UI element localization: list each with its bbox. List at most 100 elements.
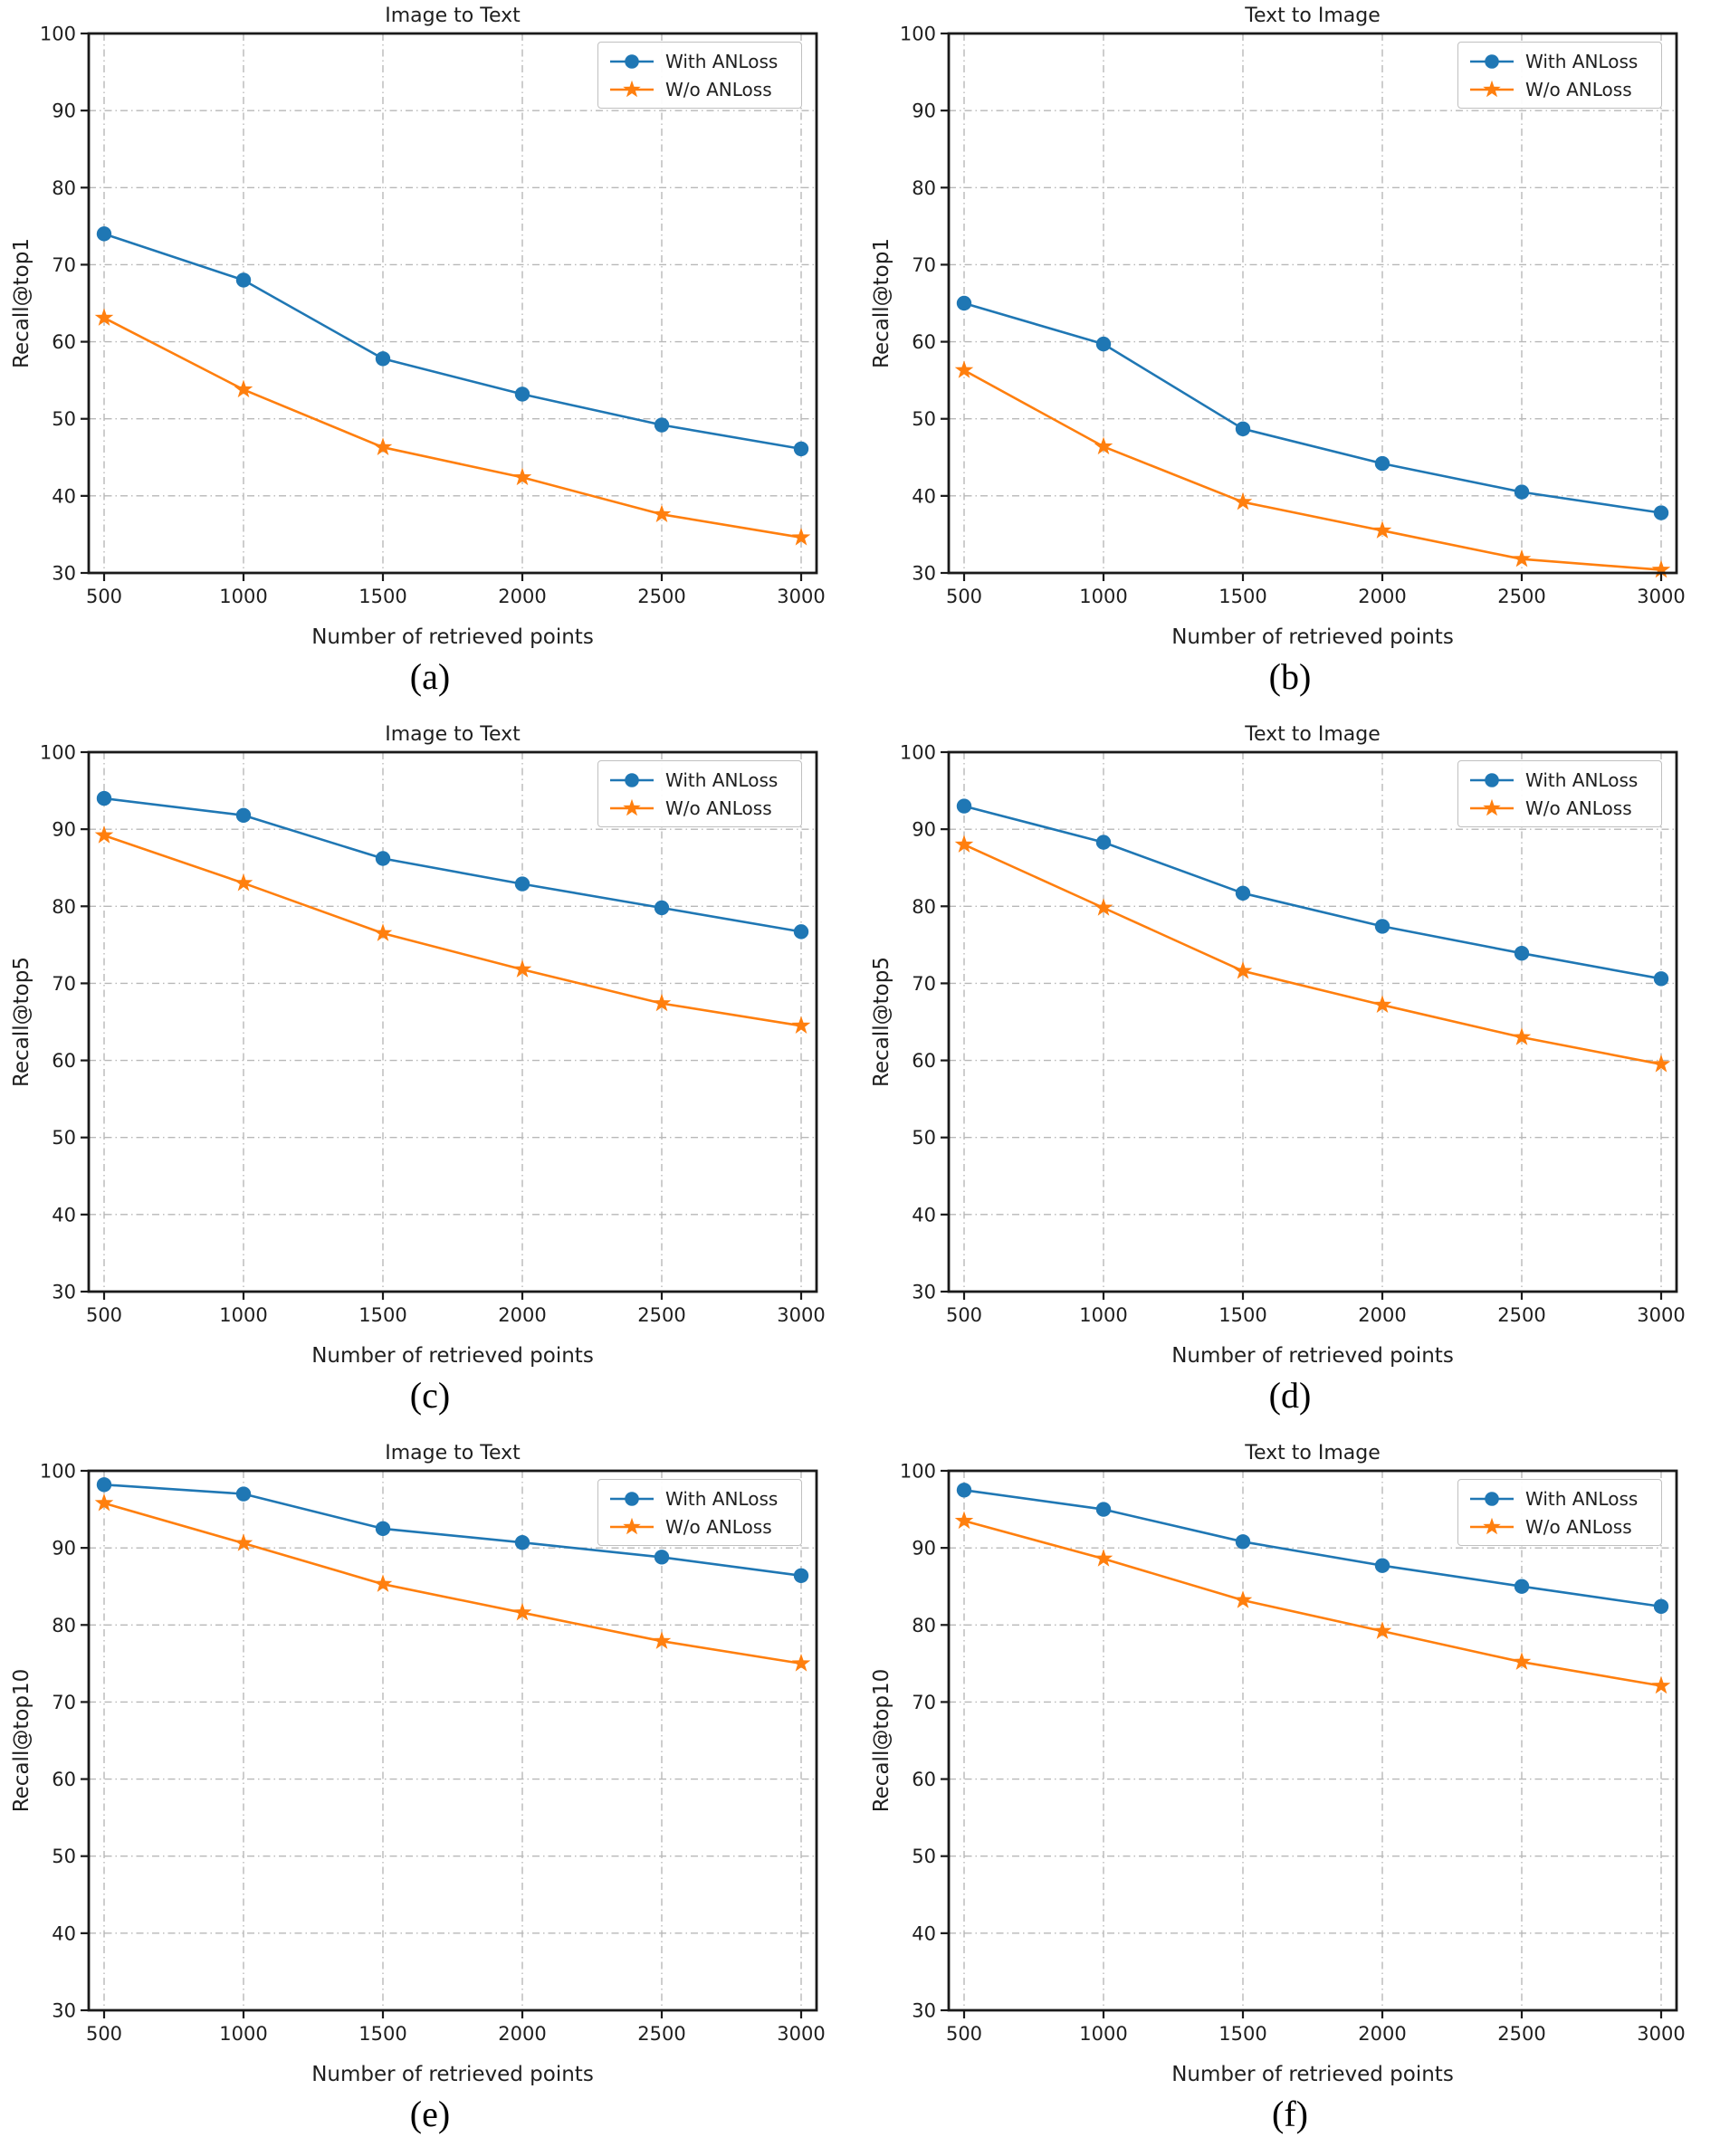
data-point-marker [1233, 491, 1253, 510]
gridlines [89, 1470, 817, 2011]
legend-label: With ANLoss [1525, 1487, 1639, 1510]
y-tick-label: 80 [912, 896, 936, 918]
legend-item-with-anloss: With ANLoss [607, 766, 792, 794]
series-star [94, 308, 811, 546]
data-point-marker [954, 1511, 974, 1530]
data-point-marker [1653, 1598, 1669, 1615]
data-point-marker [791, 528, 811, 546]
axis-ticks [81, 1469, 803, 2018]
circle-icon [610, 1491, 654, 1506]
data-point-marker [623, 1517, 641, 1534]
data-point-marker [956, 798, 972, 814]
series-line [963, 805, 1662, 980]
y-tick-label: 90 [52, 100, 76, 122]
data-point-marker [793, 441, 809, 457]
y-tick-label: 40 [52, 485, 76, 507]
plot-spines [947, 750, 1678, 1293]
chart-title: Text to Image [1245, 1442, 1381, 1464]
gridlines [949, 1470, 1677, 2011]
series-line [963, 301, 1662, 514]
legend-item-with-anloss: With ANLoss [1467, 1484, 1652, 1512]
y-tick-label: 90 [52, 1538, 76, 1560]
x-tick-label: 1500 [1218, 1304, 1266, 1326]
data-point-marker [956, 1483, 972, 1498]
y-tick-label: 30 [52, 563, 76, 585]
series-circle [956, 295, 1669, 520]
gridlines [89, 33, 817, 574]
axis-ticks [941, 750, 1663, 1300]
x-tick-label: 2000 [498, 1304, 546, 1326]
data-point-marker [96, 1477, 112, 1493]
data-point-marker [1374, 1558, 1390, 1573]
plot-spines [87, 750, 818, 1293]
data-point-marker [1653, 971, 1669, 987]
x-tick-label: 2500 [1497, 2023, 1545, 2045]
data-point-marker [1483, 1517, 1501, 1534]
data-point-marker [654, 1550, 670, 1565]
legend-label: With ANLoss [1525, 50, 1639, 72]
y-axis-label: Recall@top1 [10, 238, 33, 368]
y-axis-label: Recall@top5 [10, 957, 33, 1087]
y-tick-label: 50 [52, 1127, 76, 1149]
data-point-marker [373, 1574, 393, 1592]
tick-labels: 500 1000 1500 2000 2500 3000 30 40 50 60 70 80 90 100 [40, 1461, 826, 2046]
tick-labels: 500 1000 1500 2000 2500 3000 30 40 50 60 70 80 90 100 [40, 24, 826, 608]
subplot-d: 500 1000 1500 2000 2500 3000 30 40 50 60 70 80 90 100… [860, 719, 1720, 1437]
legend-item-wo-anloss: W/o ANLoss [607, 794, 792, 822]
y-tick-label: 40 [912, 1922, 936, 1944]
plot-area-c: 500 1000 1500 2000 2500 3000 30 40 50 60 70 80 90 100 [40, 742, 826, 1327]
x-tick-label: 1000 [219, 1304, 267, 1326]
data-point-marker [1095, 336, 1112, 352]
data-point-marker [654, 417, 670, 433]
data-point-marker [514, 1534, 530, 1550]
data-point-marker [1653, 505, 1669, 520]
x-tick-label: 500 [946, 586, 982, 607]
series-line [963, 368, 1662, 571]
gridlines [89, 751, 817, 1293]
data-point-marker [373, 437, 393, 455]
data-point-marker [375, 851, 391, 866]
x-tick-label: 500 [86, 1304, 122, 1326]
legend-item-wo-anloss: W/o ANLoss [607, 1512, 792, 1541]
plot-area-d: 500 1000 1500 2000 2500 3000 30 40 50 60 70 80 90 100 [900, 742, 1686, 1327]
data-point-marker [654, 900, 670, 916]
x-tick-label: 3000 [1637, 1304, 1685, 1326]
legend: With ANLoss W/o ANLoss [597, 760, 802, 827]
star-icon [1470, 1517, 1514, 1534]
legend-label: With ANLoss [665, 50, 779, 72]
data-point-marker [234, 1533, 253, 1551]
x-tick-label: 2000 [498, 2023, 546, 2045]
tick-labels: 500 1000 1500 2000 2500 3000 30 40 50 60 70 80 90 100 [900, 24, 1686, 608]
plot-spines [947, 1469, 1678, 2012]
y-tick-label: 100 [900, 1461, 936, 1483]
star-icon [610, 80, 654, 97]
y-tick-label: 70 [912, 973, 936, 995]
x-tick-label: 2500 [637, 2023, 685, 2045]
legend-item-wo-anloss: W/o ANLoss [607, 75, 792, 103]
series-line [103, 233, 802, 451]
legend-item-wo-anloss: W/o ANLoss [1467, 75, 1652, 103]
series-star [954, 360, 1671, 578]
y-tick-label: 100 [40, 742, 76, 764]
chart-title: Text to Image [1245, 723, 1381, 746]
data-point-marker [1235, 421, 1251, 436]
y-tick-label: 60 [912, 1050, 936, 1072]
legend-label: With ANLoss [665, 768, 779, 791]
y-tick-label: 30 [912, 2000, 936, 2022]
data-point-marker [625, 53, 639, 69]
data-point-marker [235, 1486, 252, 1502]
data-point-marker [623, 798, 641, 816]
x-tick-label: 2000 [1358, 586, 1406, 607]
data-point-marker [373, 923, 393, 941]
data-point-marker [1235, 1534, 1251, 1550]
y-tick-label: 100 [900, 24, 936, 45]
x-tick-label: 2500 [1497, 586, 1545, 607]
y-tick-label: 70 [52, 973, 76, 995]
data-point-marker [1483, 80, 1501, 97]
data-point-marker [625, 1491, 639, 1506]
circle-icon [610, 772, 654, 787]
legend-item-wo-anloss: W/o ANLoss [1467, 1512, 1652, 1541]
data-point-marker [652, 1631, 672, 1649]
series-line [103, 1502, 802, 1665]
